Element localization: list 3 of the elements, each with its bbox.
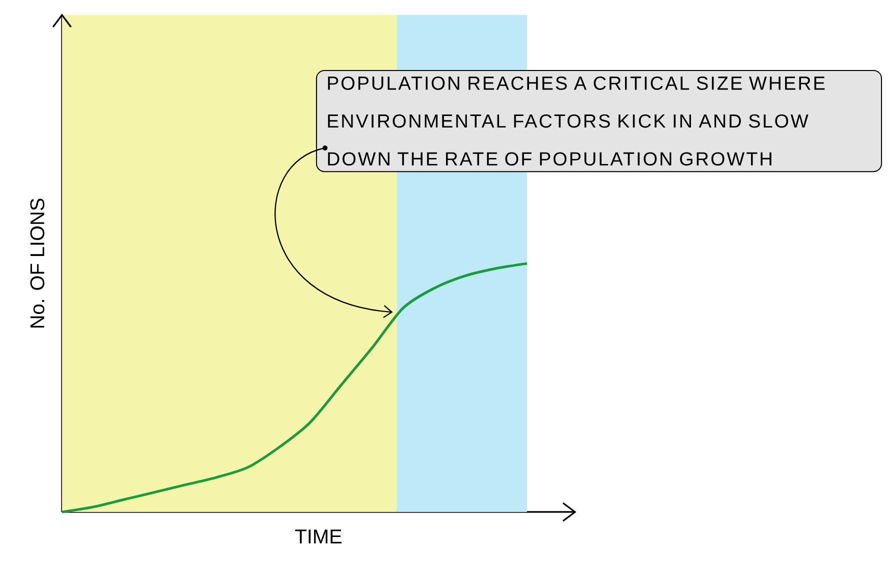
text: POPULATION REACHES A CRITICAL SIZE WHERE ENVIRONMENTAL FACTORS KICK IN AND SLOW DOWN THE RATE OF POPULATION GROWTH (328, 76, 825, 166)
y-axis-title: No. OF LIONS (30, 198, 44, 328)
x-axis-title: TIME (295, 530, 342, 544)
